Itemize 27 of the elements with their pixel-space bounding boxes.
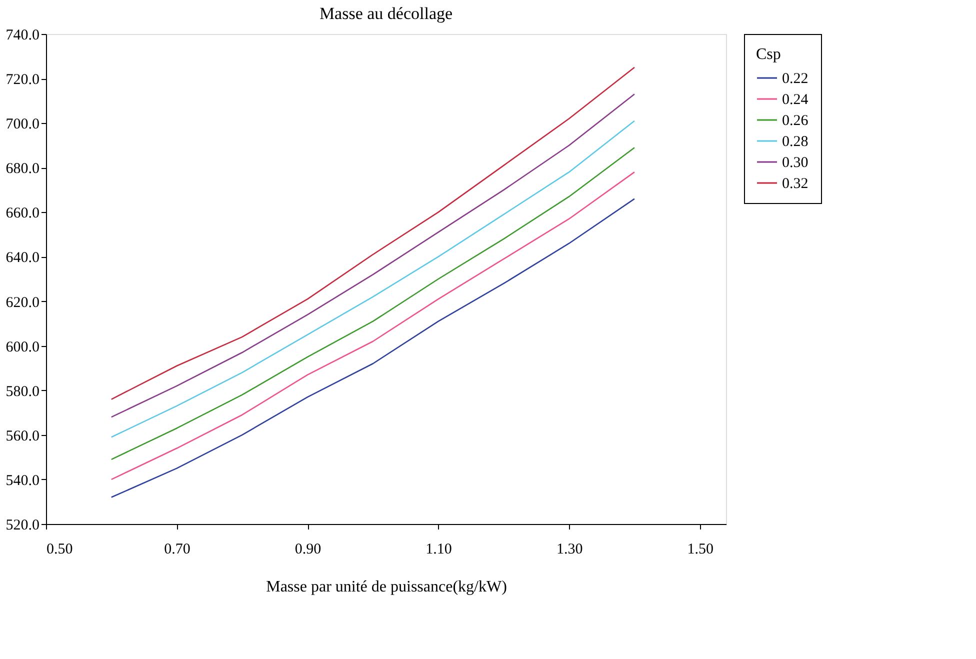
- x-tick-label: 1.50: [687, 542, 714, 558]
- x-tick-label: 1.10: [426, 542, 452, 558]
- legend-title: Csp: [756, 46, 781, 63]
- legend-label: 0.22: [782, 71, 808, 87]
- y-tick-label: 580.0: [6, 384, 40, 400]
- legend-label: 0.26: [782, 113, 809, 129]
- x-tick-label: 0.90: [294, 542, 322, 558]
- legend-label: 0.30: [782, 155, 808, 171]
- y-tick-label: 720.0: [6, 72, 40, 88]
- x-axis-title: Masse par unité de puissance(kg/kW): [266, 578, 507, 596]
- chart-title: Masse au décollage: [319, 4, 453, 23]
- y-tick-label: 700.0: [6, 116, 40, 133]
- x-tick-label: 0.50: [46, 542, 73, 558]
- y-tick-label: 640.0: [6, 250, 40, 266]
- legend-label: 0.24: [782, 92, 809, 108]
- y-tick-label: 540.0: [6, 472, 40, 489]
- legend-label: 0.32: [782, 176, 808, 192]
- y-tick-label: 740.0: [6, 28, 40, 44]
- legend-label: 0.28: [782, 134, 808, 150]
- y-tick-label: 620.0: [6, 294, 40, 311]
- y-tick-label: 520.0: [6, 518, 40, 534]
- x-tick-label: 1.30: [556, 542, 583, 558]
- y-tick-label: 660.0: [6, 206, 40, 222]
- y-tick-label: 600.0: [6, 339, 40, 356]
- y-tick-label: 680.0: [6, 161, 40, 178]
- x-tick-label: 0.70: [164, 542, 190, 558]
- y-tick-label: 560.0: [6, 428, 40, 444]
